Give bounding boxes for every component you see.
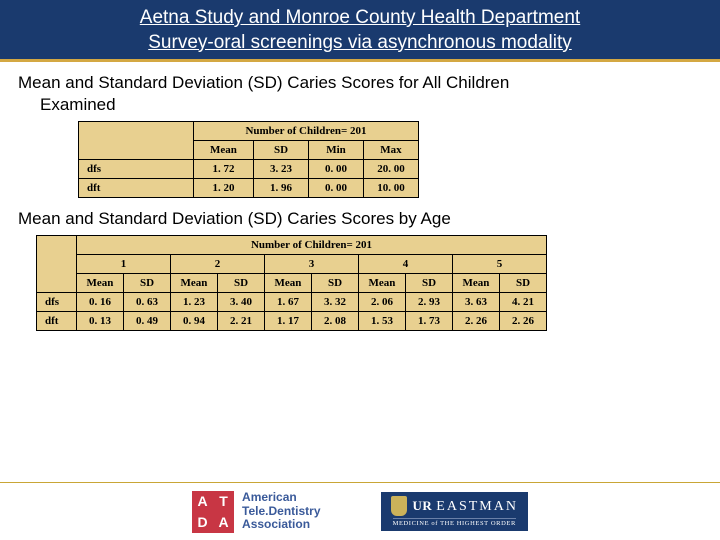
- t2-cell: 3. 32: [312, 293, 359, 312]
- title-line-1: Aetna Study and Monroe County Health Dep…: [140, 7, 580, 28]
- t2-row-dfs: dfs: [37, 293, 77, 312]
- t1-caption: Number of Children= 201: [194, 121, 419, 140]
- atda-logo: A T D A American Tele.Dentistry Associat…: [192, 491, 320, 533]
- table2-container: Number of Children= 20112345MeanSDMeanSD…: [36, 235, 702, 331]
- t2-cell: 1. 73: [406, 312, 453, 331]
- t1-cell: 1. 20: [194, 178, 254, 197]
- ur-shield-icon: [391, 496, 407, 516]
- t2-caption: Number of Children= 201: [77, 236, 547, 255]
- t2-sub-mean: Mean: [359, 274, 406, 293]
- t2-sub-sd: SD: [406, 274, 453, 293]
- section1-title-l2: Examined: [18, 94, 702, 115]
- t2-cell: 4. 21: [500, 293, 547, 312]
- t2-cell: 2. 26: [500, 312, 547, 331]
- t2-cell: 3. 40: [218, 293, 265, 312]
- caries-by-age-table: Number of Children= 20112345MeanSDMeanSD…: [36, 235, 547, 331]
- t2-cell: 1. 23: [171, 293, 218, 312]
- footer-bar: A T D A American Tele.Dentistry Associat…: [0, 482, 720, 540]
- t1-cell: 20. 00: [364, 159, 419, 178]
- title-line-2: Survey-oral screenings via asynchronous …: [148, 32, 571, 53]
- t1-col-max: Max: [364, 140, 419, 159]
- ur-eastman-logo: UR EASTMAN MEDICINE of THE HIGHEST ORDER: [381, 492, 528, 531]
- atda-name: American Tele.Dentistry Association: [242, 491, 320, 532]
- t2-cell: 0. 49: [124, 312, 171, 331]
- caries-all-children-table: Number of Children= 201MeanSDMinMaxdfs1.…: [78, 121, 419, 198]
- t2-cell: 3. 63: [453, 293, 500, 312]
- t2-group-4: 4: [359, 255, 453, 274]
- t2-row-dft: dft: [37, 312, 77, 331]
- t2-corner: [37, 236, 77, 293]
- t1-col-mean: Mean: [194, 140, 254, 159]
- section2-title: Mean and Standard Deviation (SD) Caries …: [18, 208, 702, 229]
- t2-cell: 0. 13: [77, 312, 124, 331]
- t2-sub-mean: Mean: [453, 274, 500, 293]
- t1-cell: 1. 72: [194, 159, 254, 178]
- t2-group-2: 2: [171, 255, 265, 274]
- t1-corner: [79, 121, 194, 159]
- t1-cell: 10. 00: [364, 178, 419, 197]
- t1-cell: 1. 96: [254, 178, 309, 197]
- t2-cell: 2. 93: [406, 293, 453, 312]
- t2-cell: 2. 08: [312, 312, 359, 331]
- t1-cell: 0. 00: [309, 159, 364, 178]
- t2-cell: 1. 53: [359, 312, 406, 331]
- t1-col-min: Min: [309, 140, 364, 159]
- t2-sub-mean: Mean: [77, 274, 124, 293]
- t2-cell: 2. 26: [453, 312, 500, 331]
- t2-cell: 2. 21: [218, 312, 265, 331]
- t2-sub-sd: SD: [218, 274, 265, 293]
- slide-body: Mean and Standard Deviation (SD) Caries …: [0, 62, 720, 482]
- t2-cell: 1. 17: [265, 312, 312, 331]
- t2-sub-mean: Mean: [171, 274, 218, 293]
- t1-cell: 0. 00: [309, 178, 364, 197]
- t2-sub-sd: SD: [124, 274, 171, 293]
- t2-cell: 0. 16: [77, 293, 124, 312]
- t1-row-dfs: dfs: [79, 159, 194, 178]
- t2-cell: 0. 63: [124, 293, 171, 312]
- section1-title-l1: Mean and Standard Deviation (SD) Caries …: [18, 73, 509, 92]
- section1-title: Mean and Standard Deviation (SD) Caries …: [18, 72, 702, 115]
- t2-group-1: 1: [77, 255, 171, 274]
- atda-badge-icon: A T D A: [192, 491, 234, 533]
- t2-sub-sd: SD: [500, 274, 547, 293]
- t2-cell: 1. 67: [265, 293, 312, 312]
- t1-cell: 3. 23: [254, 159, 309, 178]
- slide-title-bar: Aetna Study and Monroe County Health Dep…: [0, 0, 720, 59]
- t2-group-5: 5: [453, 255, 547, 274]
- table1-container: Number of Children= 201MeanSDMinMaxdfs1.…: [78, 121, 702, 198]
- t2-cell: 2. 06: [359, 293, 406, 312]
- t1-row-dft: dft: [79, 178, 194, 197]
- t2-sub-mean: Mean: [265, 274, 312, 293]
- t1-col-sd: SD: [254, 140, 309, 159]
- t2-cell: 0. 94: [171, 312, 218, 331]
- t2-sub-sd: SD: [312, 274, 359, 293]
- t2-group-3: 3: [265, 255, 359, 274]
